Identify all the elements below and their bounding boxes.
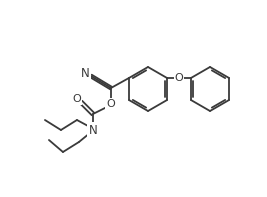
Text: N: N xyxy=(89,124,97,137)
Text: N: N xyxy=(81,67,89,80)
Text: O: O xyxy=(175,73,183,83)
Text: O: O xyxy=(73,94,81,104)
Text: O: O xyxy=(107,99,115,109)
